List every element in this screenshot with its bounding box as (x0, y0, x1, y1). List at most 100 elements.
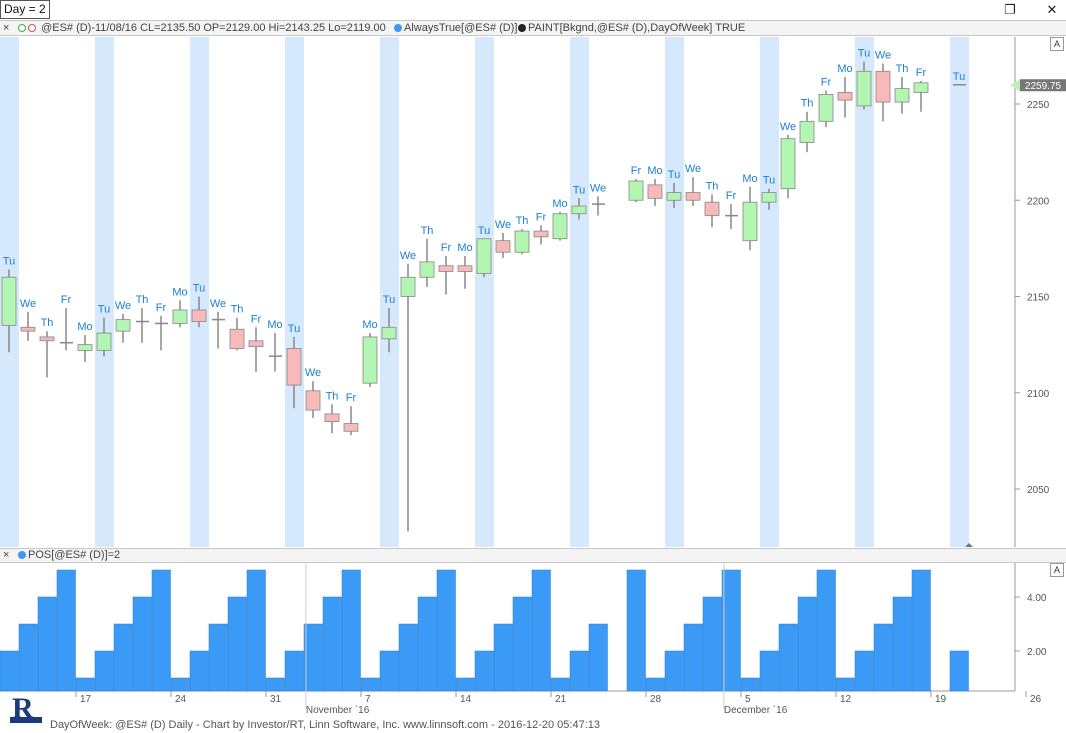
pos-pane-legend: × POS[@ES# (D)]=2 (0, 548, 1066, 563)
day-of-week-label: Tu (193, 283, 205, 295)
price-y-tick-label: 2150 (1027, 293, 1050, 304)
highlight-band (570, 37, 589, 547)
pos-bar (379, 650, 399, 692)
pos-bar (702, 596, 722, 692)
day-of-week-label: Mo (172, 286, 187, 298)
day-of-week-label: Tu (858, 48, 870, 60)
candle-body (552, 213, 568, 240)
day-of-week-label: Tu (98, 304, 110, 316)
day-of-week-label: Mo (77, 321, 92, 333)
investor-rt-logo: R (10, 692, 42, 725)
pos-bar (949, 650, 969, 692)
pos-dot-icon (18, 551, 26, 559)
pos-bar (873, 623, 893, 692)
x-axis-tick-label: 31 (270, 694, 282, 705)
pos-bar (911, 569, 931, 692)
pos-legend[interactable]: POS[@ES# (D)]=2 (18, 548, 120, 562)
close-icon[interactable]: ✕ (1046, 2, 1058, 17)
x-axis-tick-label: 12 (840, 694, 852, 705)
last-price-marker-icon (1010, 79, 1020, 92)
day-of-week-label: Th (421, 225, 434, 237)
day-of-week-label: Tu (3, 256, 15, 268)
pos-bar (227, 596, 247, 692)
close-pane-icon[interactable]: × (3, 22, 10, 34)
candle-body (704, 201, 720, 217)
pos-autoscale-button[interactable]: A (1050, 563, 1064, 577)
day-of-week-label: We (590, 182, 606, 194)
day-of-week-label: Th (41, 317, 54, 329)
price-y-tick-label: 2250 (1027, 100, 1050, 111)
candle-body (248, 340, 264, 347)
price-y-tick-label: 2200 (1027, 196, 1050, 207)
x-axis-tick-label: 28 (650, 694, 662, 705)
highlight-band (95, 37, 114, 547)
x-axis-tick-label: 17 (80, 694, 92, 705)
price-plot-area (0, 37, 1015, 547)
series-legend[interactable]: @ES# (D)-11/08/16 CL=2135.50 OP=2129.00 … (18, 21, 386, 35)
candle-body (514, 230, 530, 253)
day-of-week-label: Tu (288, 323, 300, 335)
day-of-week-label: We (20, 298, 36, 310)
day-of-week-label: Tu (763, 175, 775, 187)
pos-bar (189, 650, 209, 692)
candle-body (362, 336, 378, 384)
pos-bar (645, 677, 665, 692)
indicator-alwaystrue-legend[interactable]: AlwaysTrue[@ES# (D)] (394, 21, 517, 35)
x-axis-tick-label: 14 (460, 694, 472, 705)
pos-bar (683, 623, 703, 692)
candle-body (343, 423, 359, 432)
chart-tab[interactable]: Day = 2 (0, 0, 50, 19)
pos-bar (531, 569, 551, 692)
close-pos-pane-icon[interactable]: × (3, 549, 10, 561)
indicator-dot-icon (394, 24, 402, 32)
candle-body (894, 88, 910, 103)
day-of-week-label: Th (706, 180, 719, 192)
pos-bar (569, 650, 589, 692)
candle-body (571, 205, 587, 215)
day-of-week-label: Fr (346, 392, 357, 404)
day-of-week-label: We (685, 163, 701, 175)
candle-body (799, 120, 815, 143)
day-of-week-label: We (400, 250, 416, 262)
day-of-week-label: Mo (362, 319, 377, 331)
last-price-tag (1020, 79, 1066, 92)
pos-bar (550, 677, 570, 692)
day-of-week-label: Fr (821, 77, 832, 89)
pos-bar (854, 650, 874, 692)
price-autoscale-button[interactable]: A (1050, 37, 1064, 51)
candle-body (20, 326, 36, 332)
window-titlebar: Day = 2 ❐ ✕ (0, 0, 1066, 20)
candle-body (476, 238, 492, 274)
indicator-paint-text: PAINT[Bkgnd,@ES# (D),DayOfWeek] TRUE (528, 22, 746, 34)
pos-bar (132, 596, 152, 692)
pos-y-tick-label: 4.00 (1027, 593, 1047, 604)
candle-body (647, 184, 663, 199)
pos-bar (664, 650, 684, 692)
pos-bar (436, 569, 456, 692)
day-of-week-label: Fr (916, 67, 927, 79)
x-axis-tick-label: 7 (365, 694, 371, 705)
x-axis-tick-label: 21 (555, 694, 567, 705)
price-y-tick-label: 2100 (1027, 389, 1050, 400)
restore-icon[interactable]: ❐ (1004, 2, 1016, 17)
day-of-week-label: Tu (953, 71, 965, 83)
svg-text:R: R (12, 692, 34, 725)
pos-bar (265, 677, 285, 692)
pos-bar (94, 650, 114, 692)
day-of-week-label: We (495, 219, 511, 231)
indicator-paint-legend[interactable]: PAINT[Bkgnd,@ES# (D),DayOfWeek] TRUE (518, 21, 745, 35)
candle-body (96, 332, 112, 351)
day-of-week-label: Fr (441, 242, 452, 254)
candle-body (381, 326, 397, 340)
pos-bar (455, 677, 475, 692)
day-of-week-label: We (115, 300, 131, 312)
chart-footer: DayOfWeek: @ES# (D) Daily - Chart by Inv… (50, 719, 600, 731)
pos-bar (740, 677, 760, 692)
series-up-dot-icon (18, 24, 26, 32)
pos-bar (113, 623, 133, 692)
day-of-week-label: Tu (668, 169, 680, 181)
pos-bar (322, 596, 342, 692)
x-axis-tick-label: 26 (1030, 694, 1042, 705)
day-of-week-label: We (305, 367, 321, 379)
